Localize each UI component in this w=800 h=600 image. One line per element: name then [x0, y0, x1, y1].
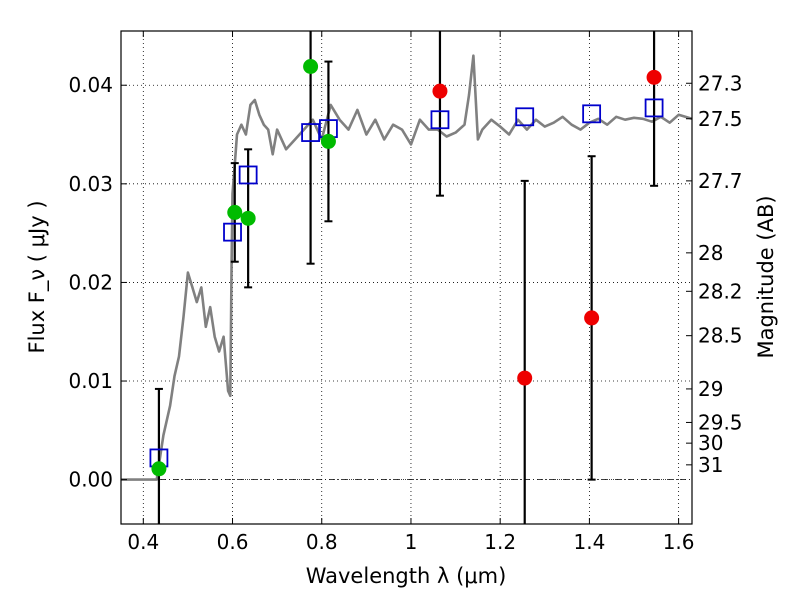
x-tick-label: 1.6 — [663, 530, 695, 554]
x-tick-label: 0.4 — [127, 530, 159, 554]
detection-points — [151, 58, 662, 477]
model-square-point — [223, 222, 242, 242]
magnitude-tick-label: 28 — [698, 241, 723, 265]
plot-background — [121, 31, 692, 524]
red-data-point — [517, 370, 533, 386]
y-tick-label: 0.00 — [68, 468, 113, 492]
model-square-point — [238, 165, 258, 185]
x-tick-label: 0.6 — [217, 530, 249, 554]
plot-frame — [120, 30, 693, 525]
y-axis-label-right: Magnitude (AB) — [754, 195, 778, 358]
model-square-point — [430, 110, 450, 130]
x-tick-label: 1 — [405, 530, 418, 554]
x-tick-label: 1.4 — [573, 530, 605, 554]
template-spectrum-line — [121, 54, 693, 481]
magnitude-tick-label: 30 — [698, 431, 723, 455]
y-axis-label-left: Flux F_ν ( μJy ) — [25, 200, 50, 353]
y-tick-label: 0.03 — [68, 172, 113, 196]
error-bars — [154, 31, 659, 524]
x-axis-label: Wavelength λ (μm) — [306, 564, 507, 588]
green-data-point — [303, 58, 319, 74]
magnitude-tick-label: 29 — [698, 377, 723, 401]
model-square-point — [644, 98, 664, 118]
y-tick-label: 0.04 — [68, 73, 113, 97]
model-square-point — [515, 107, 535, 127]
y-axis-left: 0.00 0.01 0.02 0.03 0.04 — [68, 73, 127, 492]
red-data-point — [646, 69, 662, 85]
green-data-point — [240, 210, 256, 226]
magnitude-tick-label: 27.5 — [698, 107, 743, 131]
magnitude-tick-label: 27.7 — [698, 169, 743, 193]
model-square-point — [582, 104, 602, 124]
magnitude-tick-label: 29.5 — [698, 410, 743, 434]
green-data-point — [151, 461, 167, 477]
x-tick-label: 0.8 — [306, 530, 338, 554]
magnitude-tick-label: 28.2 — [698, 279, 743, 303]
x-tick-label: 1.2 — [484, 530, 516, 554]
template-spectrum — [121, 54, 693, 481]
x-axis: 0.4 0.6 0.8 1 1.2 1.4 1.6 — [127, 31, 695, 554]
magnitude-tick-label: 31 — [698, 453, 723, 477]
magnitude-tick-label: 27.3 — [698, 71, 743, 95]
red-data-point — [432, 83, 448, 99]
green-data-point — [227, 204, 243, 220]
magnitude-tick-label: 28.5 — [698, 324, 743, 348]
y-tick-label: 0.02 — [68, 270, 113, 294]
y-tick-label: 0.01 — [68, 369, 113, 393]
green-data-point — [320, 133, 336, 149]
red-data-point — [584, 310, 600, 326]
